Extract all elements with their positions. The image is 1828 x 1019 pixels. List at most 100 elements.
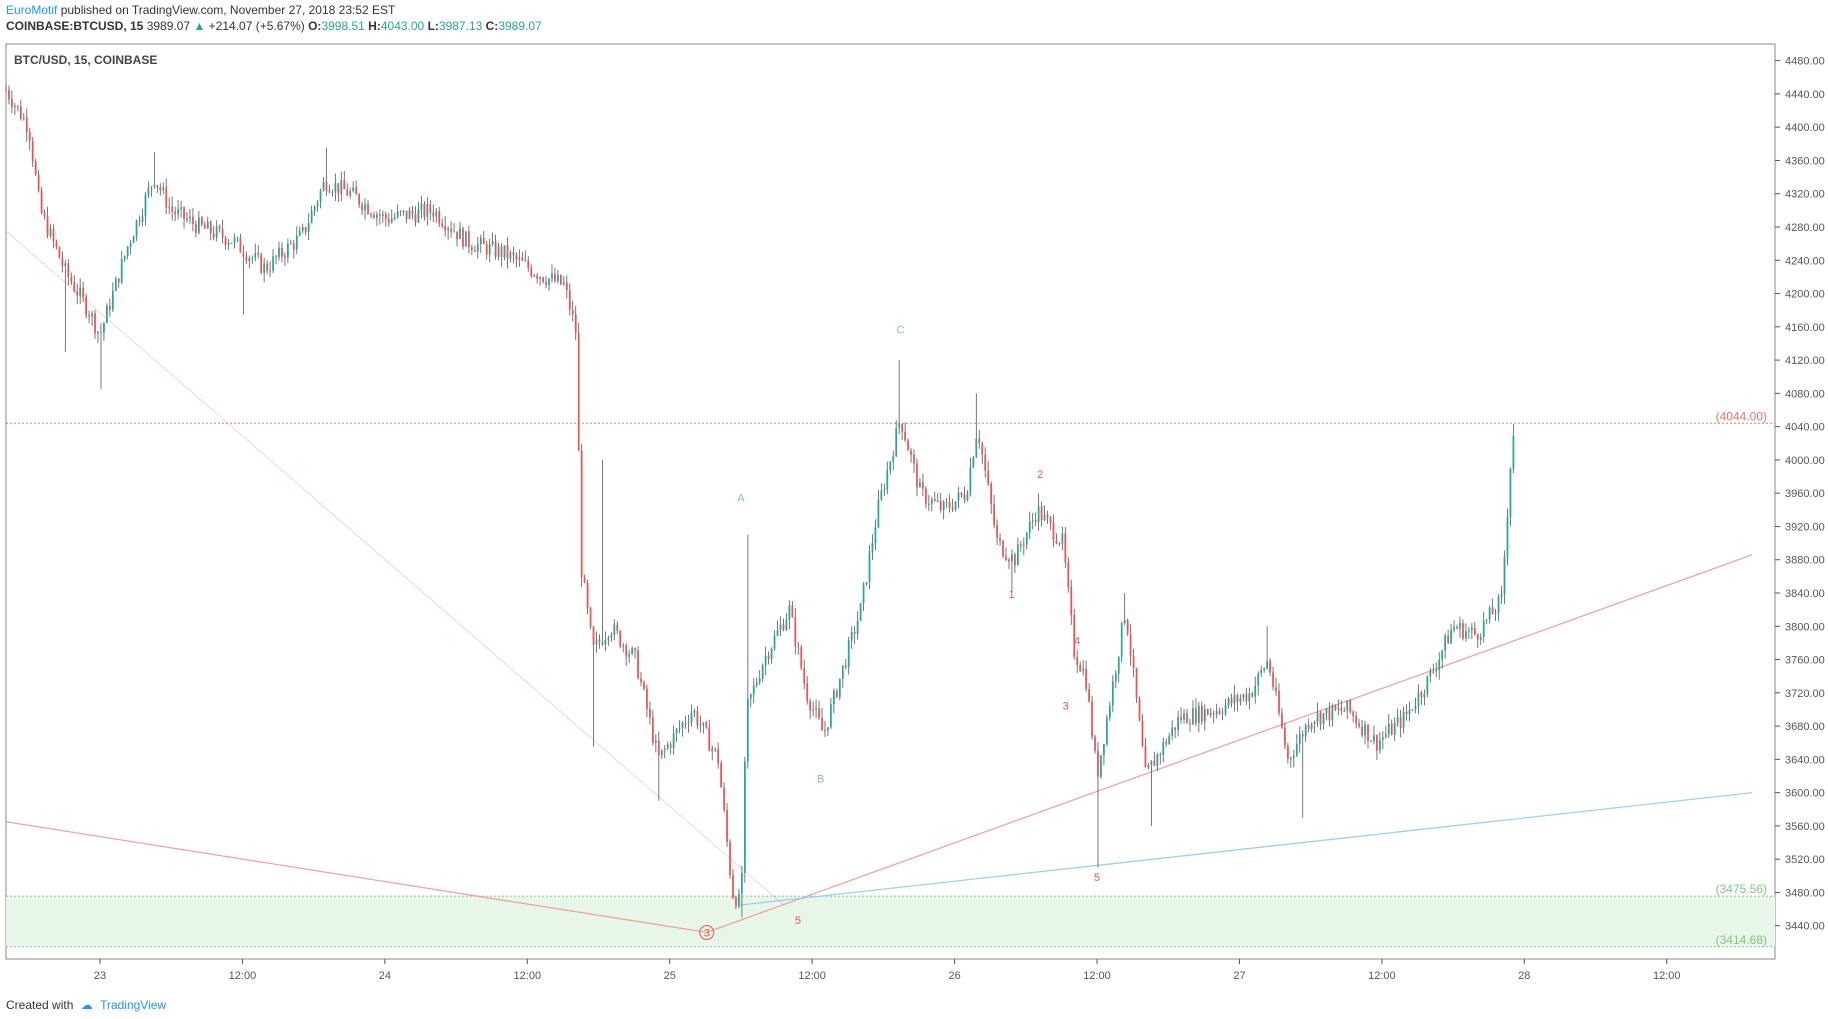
candle-down (1067, 562, 1070, 588)
candle-up (880, 490, 883, 500)
candle-down (948, 502, 951, 508)
candle-down (990, 483, 993, 505)
candle-up (847, 640, 850, 668)
candle-down (726, 809, 728, 842)
candle-down (1301, 734, 1304, 737)
candle-up (1257, 673, 1260, 686)
candle-down (545, 282, 547, 286)
candle-down (723, 787, 725, 810)
candle-down (1088, 689, 1090, 702)
candle-up (1304, 725, 1307, 737)
candle-up (22, 117, 25, 119)
publish-text: published on TradingView.com, November 2… (60, 3, 396, 17)
candle-up (1453, 626, 1455, 631)
candle-up (1298, 734, 1301, 745)
candle-up (1242, 694, 1245, 699)
candle-up (331, 192, 334, 194)
candle-down (560, 275, 562, 285)
y-tick-label: 3960.00 (1785, 488, 1825, 500)
created-with-text: Created with (6, 998, 74, 1012)
candle-down (257, 253, 260, 255)
candle-down (304, 227, 307, 232)
candle-down (1251, 693, 1254, 697)
candle-down (1206, 709, 1209, 715)
x-axis: 23 12:00 24 12:00 25 12:00 26 12:00 27 12:00 28 12:… (94, 959, 1681, 982)
candle-down (82, 287, 85, 297)
candle-up (1248, 693, 1251, 702)
candle-down (1328, 708, 1331, 721)
candle-up (1512, 436, 1515, 469)
tradingview-brand-link[interactable]: TradingView (100, 998, 167, 1012)
candle-up (1025, 532, 1028, 545)
candle-up (1429, 671, 1432, 676)
candle-down (1159, 754, 1162, 756)
candle-down (1040, 506, 1043, 521)
candle-up (91, 313, 93, 317)
candle-down (625, 645, 628, 657)
candle-up (319, 190, 322, 203)
candle-up (49, 228, 52, 236)
candle-up (832, 690, 835, 705)
candle-down (438, 211, 441, 224)
author-link[interactable]: EuroMotif (6, 3, 58, 17)
candle-down (260, 254, 263, 273)
candle-up (103, 323, 105, 333)
candle-up (892, 456, 895, 462)
candle-up (1482, 620, 1485, 637)
candle-up (186, 218, 188, 220)
candle-down (1399, 717, 1402, 729)
candle-down (1049, 517, 1052, 523)
candle-up (301, 227, 304, 231)
candle-down (999, 538, 1001, 541)
candle-down (405, 210, 408, 219)
candle-down (485, 244, 488, 255)
x-tick-label: 12:00 (1368, 970, 1396, 982)
candle-up (539, 277, 542, 279)
candle-down (714, 748, 717, 750)
close-label: C: (485, 19, 499, 33)
candle-down (533, 275, 536, 277)
candle-down (58, 247, 61, 259)
candle-down (473, 250, 476, 252)
candle-up (595, 639, 598, 645)
candle-up (1331, 705, 1334, 721)
candle-up (711, 748, 714, 751)
y-axis: 4480.00 4440.00 4400.00 4360.00 4320.00 4280.… (1775, 56, 1825, 933)
x-tick-label: 12:00 (798, 970, 826, 982)
candle-down (984, 454, 987, 471)
horizontal-levels: (4044.00) (3475.56) (3414.68) (6, 409, 1775, 948)
candle-up (97, 331, 99, 334)
candle-down (904, 431, 906, 441)
candle-down (1272, 672, 1274, 688)
candle-down (108, 305, 111, 310)
candle-up (352, 187, 355, 192)
candle-down (1358, 723, 1360, 727)
candle-down (441, 223, 444, 227)
candle-down (907, 440, 909, 451)
y-tick-label: 4440.00 (1785, 89, 1825, 101)
candle-down (1340, 708, 1343, 712)
candle-down (589, 607, 592, 628)
candle-up (1183, 713, 1185, 721)
candle-down (1319, 712, 1322, 725)
candle-up (1120, 623, 1123, 657)
trendline (740, 791, 1753, 906)
candle-up (1266, 660, 1268, 669)
candle-down (818, 708, 820, 718)
candle-up (1224, 705, 1227, 714)
candle-down (1073, 615, 1076, 657)
candle-up (1123, 620, 1126, 624)
candle-down (1005, 556, 1007, 560)
candle-down (1334, 705, 1337, 710)
candle-down (1447, 635, 1450, 644)
candle-down (945, 502, 948, 504)
candle-up (1459, 622, 1461, 629)
candle-up (393, 217, 396, 219)
candle-up (607, 637, 610, 640)
candle-down (963, 494, 966, 501)
candle-down (1132, 656, 1135, 669)
candle-down (1287, 745, 1289, 759)
candle-down (1058, 543, 1061, 545)
candle-down (1405, 711, 1408, 715)
